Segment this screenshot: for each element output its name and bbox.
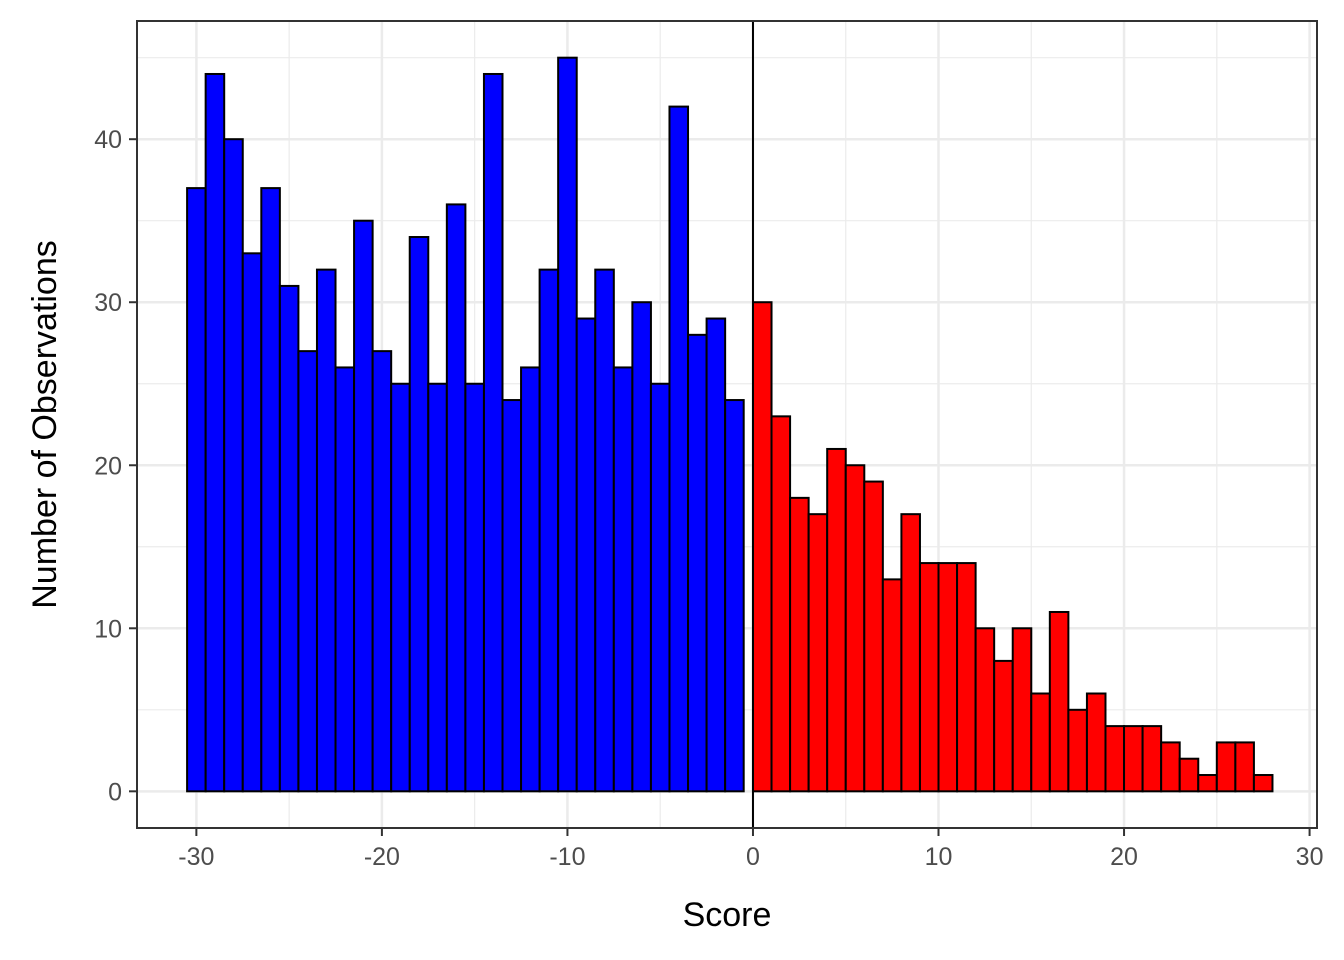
x-tick-label: -10 xyxy=(549,843,585,871)
histogram-bar xyxy=(427,382,448,793)
histogram-bar xyxy=(1011,627,1033,793)
histogram-bar xyxy=(789,496,810,793)
histogram-bar xyxy=(770,415,792,793)
histogram-bar xyxy=(594,268,615,793)
histogram-bar xyxy=(1067,708,1088,793)
histogram-bar xyxy=(612,366,634,793)
histogram-bar xyxy=(260,187,281,793)
histogram-bar xyxy=(297,350,318,793)
x-tick-label: 10 xyxy=(925,843,953,871)
histogram-bar xyxy=(1104,725,1126,793)
panel-border xyxy=(136,20,1318,829)
histogram-bar xyxy=(353,219,374,793)
histogram-bar xyxy=(371,350,393,793)
histogram-bar xyxy=(1085,692,1107,793)
histogram-bar xyxy=(445,203,467,793)
histogram-bar xyxy=(724,399,745,793)
histogram-bar xyxy=(334,366,356,793)
histogram-bar xyxy=(956,562,977,793)
bars xyxy=(186,56,1274,793)
histogram-bar xyxy=(204,72,226,793)
histogram-bar xyxy=(1123,725,1144,793)
histogram-bar xyxy=(668,105,690,793)
x-tick-label: 30 xyxy=(1296,843,1324,871)
y-tick-label: 20 xyxy=(94,452,122,480)
histogram-bar xyxy=(649,382,671,793)
histogram-bar xyxy=(687,333,708,793)
histogram-bar xyxy=(241,252,263,793)
histogram-bar xyxy=(520,366,541,793)
x-tick-label: 20 xyxy=(1110,843,1138,871)
histogram-bar xyxy=(278,284,300,793)
histogram-bar xyxy=(1141,725,1163,793)
histogram-bar xyxy=(186,187,207,793)
histogram-bar xyxy=(900,513,921,793)
histogram-bar xyxy=(482,72,504,793)
histogram-bar xyxy=(751,301,773,793)
x-axis-title: Score xyxy=(683,896,772,934)
histogram-bar xyxy=(844,464,866,793)
histogram-bar xyxy=(501,399,523,793)
histogram-bar xyxy=(575,317,597,793)
axes: -30 -20 -10 0 10 20 30 0 10 20 30 40 xyxy=(94,126,1323,871)
y-tick-label: 0 xyxy=(108,778,122,806)
histogram-bar xyxy=(223,138,244,793)
histogram-bar xyxy=(863,480,884,793)
histogram-bar xyxy=(631,301,652,793)
y-tick-label: 30 xyxy=(94,289,122,317)
x-tick-label: -20 xyxy=(364,843,400,871)
x-tick-label: -30 xyxy=(178,843,214,871)
histogram-bar xyxy=(1048,610,1070,793)
histogram-bar xyxy=(881,578,903,793)
y-tick-label: 40 xyxy=(94,126,122,154)
histogram-bar xyxy=(390,382,411,793)
histogram-bar xyxy=(1234,741,1255,793)
histogram-bar xyxy=(315,268,337,793)
histogram-bar xyxy=(1197,774,1218,793)
y-tick-label: 10 xyxy=(94,615,122,643)
histogram-bar xyxy=(1030,692,1051,793)
histogram-bar xyxy=(408,236,430,793)
histogram-bar xyxy=(1178,757,1200,793)
histogram-bar xyxy=(937,562,959,793)
histogram-bar xyxy=(807,513,829,793)
histogram-bar xyxy=(1252,774,1274,793)
histogram-bar xyxy=(557,56,578,793)
x-tick-label: 0 xyxy=(746,843,760,871)
histogram-bar xyxy=(826,447,847,793)
y-axis-title: Number of Observations xyxy=(26,240,64,609)
histogram-bar xyxy=(705,317,727,793)
histogram-bar xyxy=(993,659,1014,793)
histogram-bar xyxy=(918,562,940,793)
histogram-bar xyxy=(464,382,485,793)
histogram-bar xyxy=(538,268,560,793)
histogram-bar xyxy=(974,627,996,793)
histogram-bar xyxy=(1160,741,1181,793)
histogram-bar xyxy=(1215,741,1237,793)
